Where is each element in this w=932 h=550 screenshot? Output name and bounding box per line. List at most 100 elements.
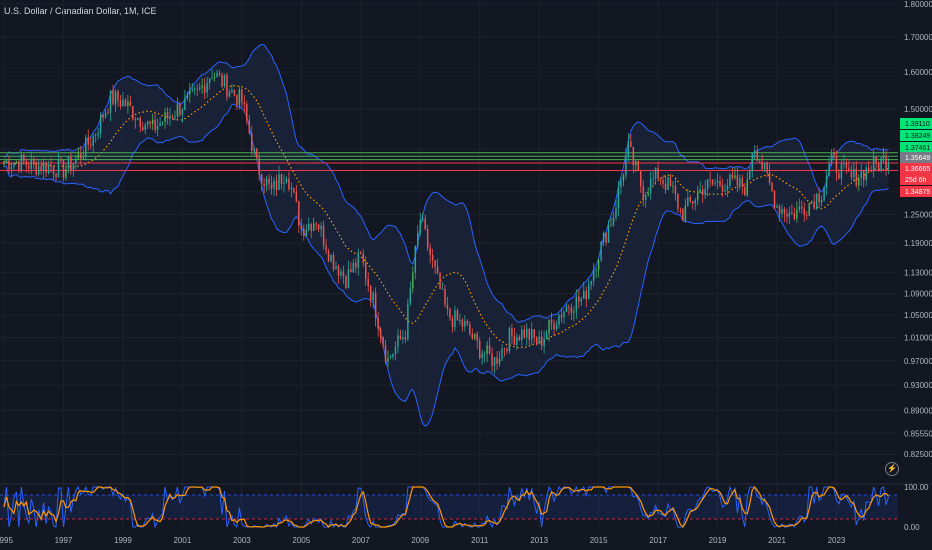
candle-body: [164, 112, 166, 123]
price-axis: 0.82500 0.85550 0.89000 0.93000 0.97000 1.010…: [904, 0, 932, 459]
candle-body: [213, 76, 216, 78]
candle-body: [768, 172, 771, 183]
candle-body: [818, 193, 820, 203]
candle-body: [218, 73, 221, 75]
x-tick-label: 2019: [709, 536, 727, 545]
level-tags: 1.39110 1.38249 1.37461 1.36665 1.34875 1.356…: [900, 118, 932, 197]
candle-body: [394, 346, 397, 355]
candle-body: [226, 74, 228, 97]
candle-body: [280, 174, 283, 184]
candle-body: [114, 91, 117, 104]
candle-body: [483, 353, 486, 355]
candle-body: [231, 89, 233, 92]
current-price-tag: [900, 152, 932, 163]
candle-body: [189, 90, 191, 95]
candle-body: [672, 185, 674, 187]
candle-body: [404, 337, 407, 340]
candle-body: [580, 298, 583, 302]
candle-body: [260, 174, 263, 185]
candle-body: [161, 122, 164, 123]
chart-title: U.S. Dollar / Canadian Dollar, 1M, ICE: [4, 6, 157, 16]
candle-body: [32, 159, 35, 163]
countdown-label: 25d 6h: [905, 177, 927, 184]
candle-body: [699, 189, 701, 193]
x-tick-label: 2001: [173, 536, 191, 545]
candle-body: [692, 201, 694, 204]
candle-body: [714, 183, 716, 184]
x-tick-label: 2007: [352, 536, 370, 545]
candle-body: [853, 168, 855, 178]
level-tag: [900, 163, 932, 174]
lower-band-line: [3, 103, 889, 427]
candle-body: [813, 201, 815, 209]
candle-body: [360, 252, 362, 254]
candle-body: [652, 178, 654, 180]
candle-body: [251, 133, 253, 152]
candle-body: [600, 241, 602, 261]
candle-body: [848, 167, 850, 172]
candle-body: [159, 122, 161, 127]
candle-body: [786, 213, 788, 217]
candle-body: [875, 156, 877, 163]
candle-body: [521, 329, 523, 341]
candle-body: [615, 208, 617, 218]
candle-body: [92, 135, 94, 146]
time-axis: 1995 1997 1999 2001 2003 2005 2007 2009 2011 2013…: [0, 536, 846, 545]
candle-body: [858, 178, 860, 186]
x-tick-label: 2005: [292, 536, 310, 545]
candle-body: [50, 164, 52, 167]
candle-body: [850, 171, 853, 178]
candle-body: [706, 179, 709, 189]
candle-body: [246, 104, 248, 121]
candle-body: [763, 162, 766, 169]
candle-body: [828, 163, 830, 177]
x-tick-label: 1997: [55, 536, 73, 545]
candle-body: [253, 148, 255, 152]
candle-body: [647, 193, 649, 195]
candle-body: [258, 157, 260, 175]
candle-body: [610, 225, 612, 227]
candle-body: [176, 104, 179, 117]
candle-body: [146, 121, 149, 125]
candle-body: [399, 335, 402, 340]
candle-body: [744, 187, 746, 196]
upper-band-line: [3, 43, 889, 323]
candle-body: [270, 183, 273, 189]
y-tick-label: 0.89000: [904, 406, 932, 415]
candle-body: [528, 328, 531, 340]
grid-lines: [0, 0, 898, 527]
candle-body: [369, 285, 372, 301]
candle-body: [642, 186, 644, 201]
candle-body: [451, 318, 454, 328]
candle-body: [516, 336, 518, 346]
candle-body: [330, 255, 332, 262]
candle-body: [721, 185, 724, 192]
candle-body: [513, 336, 516, 346]
candle-body: [355, 262, 357, 268]
candle-body: [739, 177, 741, 186]
candle-body: [796, 209, 798, 219]
candle-body: [23, 154, 25, 162]
candle-body: [89, 144, 92, 146]
candle-body: [389, 357, 392, 358]
candle-body: [94, 134, 97, 136]
candle-body: [82, 157, 85, 159]
candle-body: [285, 178, 288, 184]
candle-body: [677, 193, 679, 209]
candle-body: [201, 85, 203, 88]
candle-body: [87, 137, 89, 145]
candle-body: [414, 246, 417, 273]
candle-body: [885, 156, 887, 170]
candle-body: [387, 357, 389, 362]
candle-body: [657, 167, 659, 179]
horizontal-levels: [0, 152, 898, 172]
candle-body: [352, 262, 355, 272]
candle-body: [335, 266, 337, 270]
candle-body: [144, 124, 146, 131]
candle-body: [766, 162, 768, 173]
candle-body: [801, 206, 803, 209]
candle-body: [617, 187, 620, 209]
y-tick-label: 1.60000: [904, 68, 932, 77]
lightning-icon[interactable]: ⚡: [885, 462, 899, 476]
